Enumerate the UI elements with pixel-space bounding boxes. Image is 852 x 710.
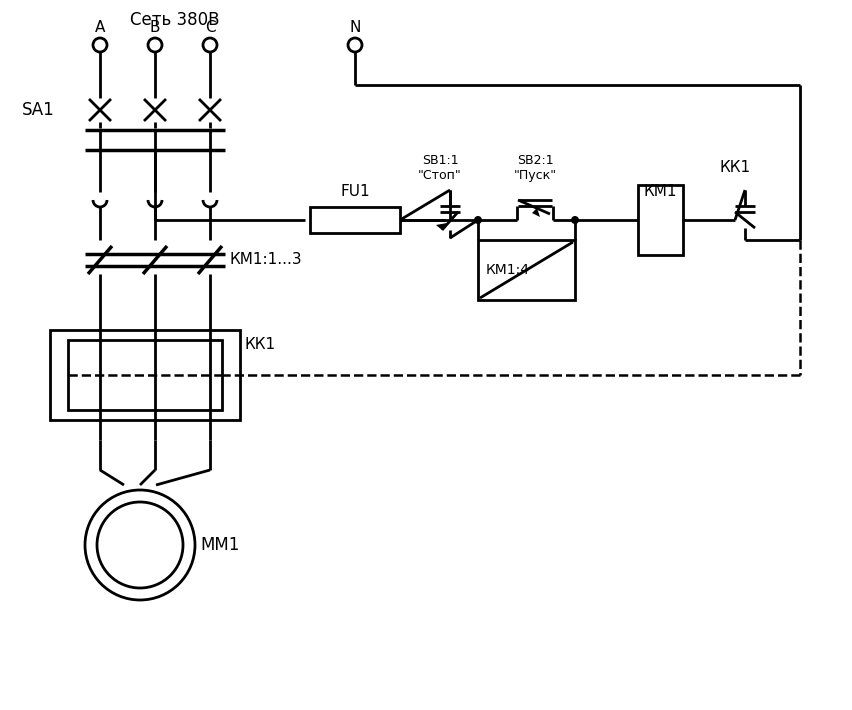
Text: FU1: FU1: [340, 185, 370, 200]
Bar: [309, 207, 400, 233]
Text: SB1:1
"Стоп": SB1:1 "Стоп": [417, 154, 461, 182]
Text: N: N: [349, 19, 360, 35]
Text: C: C: [204, 19, 215, 35]
Bar: [637, 185, 682, 255]
Text: КК1: КК1: [245, 337, 276, 352]
Bar: [68, 340, 222, 410]
Text: B: B: [150, 19, 160, 35]
Bar: [477, 240, 574, 300]
Polygon shape: [532, 208, 539, 217]
Text: КМ1: КМ1: [642, 185, 676, 200]
Text: КК1: КК1: [718, 160, 750, 175]
Bar: [50, 330, 239, 420]
Circle shape: [570, 216, 579, 224]
Text: Сеть 380В: Сеть 380В: [130, 11, 220, 29]
Text: ММ1: ММ1: [199, 536, 239, 554]
Text: SB2:1
"Пуск": SB2:1 "Пуск": [513, 154, 556, 182]
Text: КМ1:4: КМ1:4: [486, 263, 529, 277]
Circle shape: [474, 216, 481, 224]
Circle shape: [97, 502, 183, 588]
Text: SA1: SA1: [22, 101, 55, 119]
Text: КМ1:1...3: КМ1:1...3: [230, 253, 302, 268]
Circle shape: [85, 490, 195, 600]
Text: A: A: [95, 19, 105, 35]
Polygon shape: [435, 223, 446, 230]
